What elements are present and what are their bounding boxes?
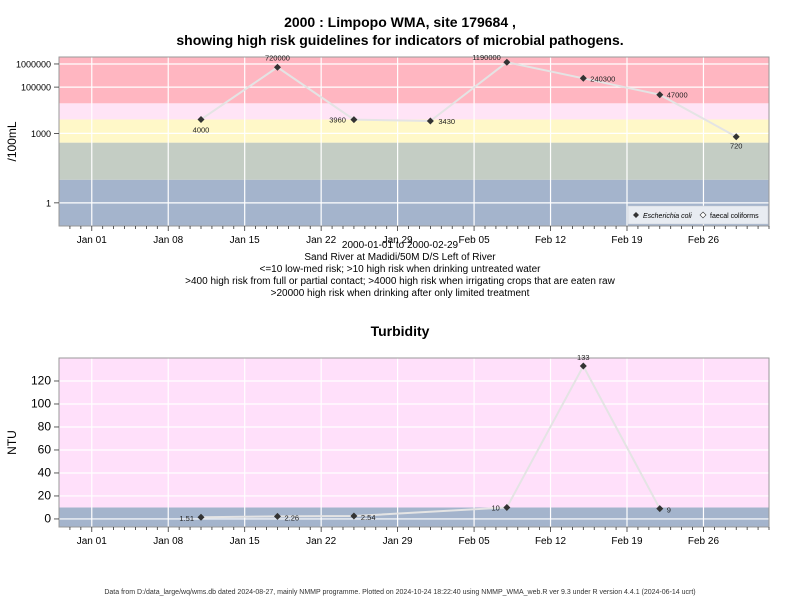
- data-point: [426, 117, 434, 125]
- legend-faecal-label: faecal coliforms: [710, 213, 759, 220]
- series-line: [200, 363, 661, 519]
- x-tick-label: Jan 22: [306, 235, 336, 246]
- x-tick-label: Feb 19: [611, 235, 643, 246]
- data-label: 3960: [329, 116, 346, 125]
- subtitle-guideline-3: >20000 high risk when drinking after onl…: [270, 288, 530, 299]
- legend-box: [627, 205, 769, 225]
- y-axis-label: NTU: [5, 430, 19, 455]
- y-tick-label: 120: [31, 373, 51, 387]
- y-tick-label: 100: [31, 396, 51, 410]
- x-tick-label: Feb 19: [611, 536, 643, 547]
- y-tick-label: 100000: [21, 83, 51, 93]
- data-label: 720: [730, 142, 743, 151]
- data-label: 1190000: [472, 53, 501, 62]
- data-label: 2.26: [284, 513, 299, 522]
- chart1-title-line1: 2000 : Limpopo WMA, site 179684 ,: [284, 14, 516, 30]
- y-tick-label: 40: [38, 465, 52, 479]
- ecoli-chart: Jan 01 Jan 08 Jan 15 Jan 22 Jan 29 Feb 05 Feb …: [5, 53, 770, 246]
- y-tick-label: 1: [46, 198, 51, 208]
- y-tick-label: 1000: [31, 129, 51, 139]
- x-tick-label: Jan 01: [77, 235, 107, 246]
- data-label: 720000: [265, 53, 290, 62]
- data-label: 47000: [667, 91, 688, 100]
- x-tick-label: Jan 08: [153, 235, 183, 246]
- x-tick-label: Feb 12: [535, 235, 567, 246]
- x-tick-label: Jan 29: [383, 235, 413, 246]
- data-point: [503, 503, 511, 511]
- subtitle-guideline-2: >400 high risk from full or partial cont…: [185, 276, 615, 287]
- data-point: [579, 74, 587, 82]
- data-point: [579, 362, 587, 370]
- footer-note: Data from D:/data_large/wq/wms.db dated …: [104, 589, 696, 596]
- subtitle-guideline-1: <=10 low-med risk; >10 high risk when dr…: [259, 264, 541, 275]
- risk-band-1: [59, 358, 769, 508]
- data-point: [197, 115, 205, 123]
- data-label: 1.51: [179, 514, 194, 523]
- y-tick-label: 20: [38, 488, 52, 502]
- x-tick-label: Jan 01: [77, 536, 107, 547]
- data-label: 2.54: [361, 513, 376, 522]
- x-tick-label: Feb 05: [459, 235, 491, 246]
- data-point: [656, 505, 664, 513]
- subtitle-date-range: 2000-01-01 to 2000-02-29: [341, 240, 459, 251]
- x-tick-label: Jan 29: [383, 536, 413, 547]
- x-tick-label: Jan 15: [230, 235, 260, 246]
- y-tick-label: 0: [44, 511, 51, 525]
- data-label: 9: [667, 506, 671, 515]
- data-point: [503, 58, 511, 66]
- legend: Escherichia coli faecal coliforms: [627, 205, 769, 225]
- data-point: [197, 513, 205, 521]
- data-point: [656, 91, 664, 99]
- legend-ecoli-marker: [633, 212, 639, 218]
- turbidity-chart: Jan 01 Jan 08 Jan 15 Jan 22 Jan 29 Feb 05 Feb …: [5, 353, 770, 547]
- risk-band-2: [59, 119, 769, 143]
- x-tick-label: Feb 05: [459, 536, 491, 547]
- risk-band-1: [59, 142, 769, 180]
- chart2-title: Turbidity: [370, 323, 430, 339]
- x-tick-label: Feb 12: [535, 536, 567, 547]
- data-label: 3430: [438, 117, 455, 126]
- risk-band-0: [59, 507, 769, 527]
- x-tick-label: Jan 22: [306, 536, 336, 547]
- data-point: [350, 116, 358, 124]
- chart1-title-line2: showing high risk guidelines for indicat…: [176, 32, 624, 48]
- series-line: [200, 61, 737, 138]
- subtitle-site: Sand River at Madidi/50M D/S Left of Riv…: [304, 252, 496, 263]
- data-label: 10: [492, 503, 500, 512]
- data-point: [350, 512, 358, 520]
- y-axis-label: /100mL: [5, 121, 19, 161]
- risk-band-3: [59, 103, 769, 120]
- plot-frame: [58, 56, 770, 227]
- legend-faecal-marker: [699, 211, 707, 219]
- risk-band-4: [59, 57, 769, 104]
- data-point: [732, 133, 740, 141]
- plot-frame: [58, 357, 770, 528]
- data-point: [273, 512, 281, 520]
- data-point: [273, 63, 281, 71]
- x-tick-label: Feb 26: [688, 235, 720, 246]
- y-tick-label: 60: [38, 442, 52, 456]
- x-tick-label: Jan 15: [230, 536, 260, 547]
- x-tick-label: Jan 08: [153, 536, 183, 547]
- data-label: 4000: [193, 125, 210, 134]
- y-tick-label: 1000000: [16, 59, 51, 69]
- legend-ecoli-label: Escherichia coli: [643, 213, 692, 220]
- data-label: 240300: [590, 74, 615, 83]
- y-tick-label: 80: [38, 419, 52, 433]
- x-tick-label: Feb 26: [688, 536, 720, 547]
- data-label: 133: [577, 353, 590, 362]
